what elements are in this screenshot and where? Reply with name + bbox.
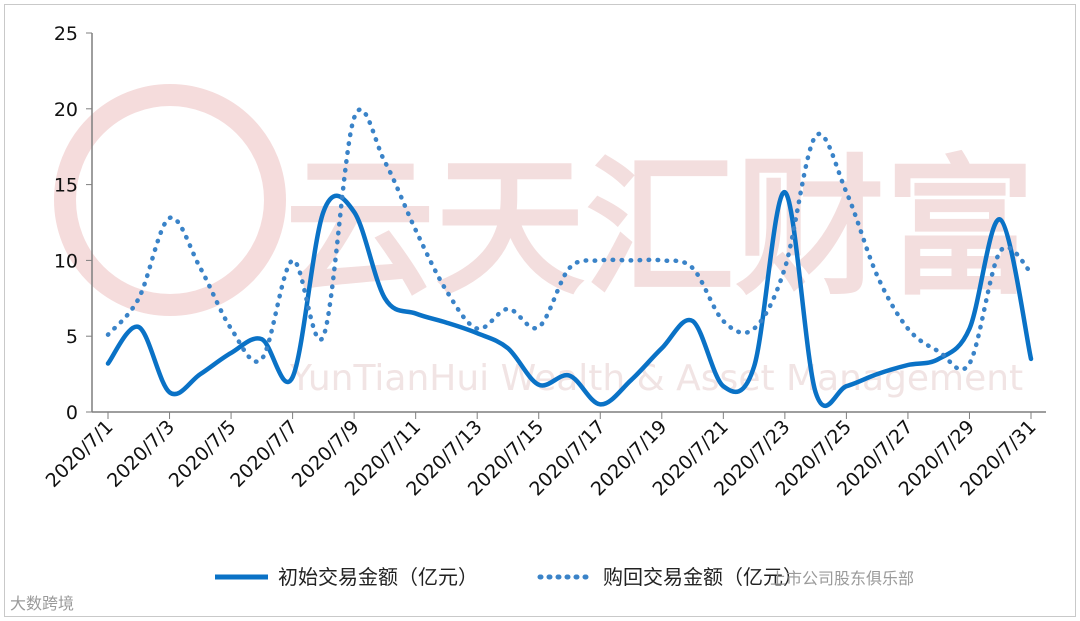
legend-label-repurchase: 购回交易金额（亿元）	[603, 565, 803, 589]
y-tick-label: 20	[54, 99, 78, 121]
y-tick-label: 15	[54, 175, 78, 197]
series-line-initial	[105, 189, 1034, 409]
watermark-logo-icon	[54, 84, 286, 316]
watermark-cn: 云天汇财富	[285, 142, 1035, 316]
series-layer	[105, 107, 1034, 409]
legend-label-initial: 初始交易金额（亿元）	[278, 565, 478, 589]
watermark-bottom-right: 上市公司股东俱乐部	[770, 569, 914, 588]
legend: 初始交易金额（亿元） 购回交易金额（亿元）	[215, 565, 803, 589]
background-watermark: 云天汇财富 YunTianHui Wealth & Asset Manageme…	[54, 84, 1035, 399]
chart-frame	[4, 4, 1076, 617]
y-tick-label: 0	[66, 402, 78, 424]
y-axis-ticks: 0 5 10 15 20 25	[54, 23, 92, 424]
x-axis-ticks: 2020/7/12020/7/32020/7/52020/7/72020/7/9…	[42, 412, 1041, 500]
y-tick-label: 5	[66, 326, 78, 348]
y-tick-label: 25	[54, 23, 78, 45]
y-tick-label: 10	[54, 250, 78, 272]
watermark-bottom-left: 大数跨境	[10, 594, 74, 613]
